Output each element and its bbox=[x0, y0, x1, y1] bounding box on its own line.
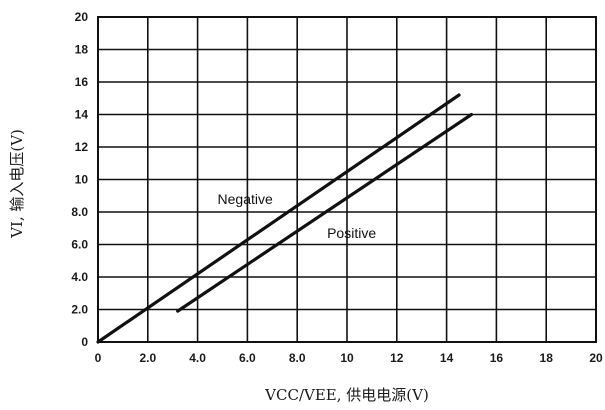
grid bbox=[98, 17, 596, 342]
x-tick-label: 0 bbox=[95, 351, 102, 365]
y-tick-label: 18 bbox=[75, 43, 89, 57]
x-axis-title: VCC/VEE, 供电电源(V) bbox=[264, 386, 429, 404]
x-tick-label: 8.0 bbox=[289, 351, 306, 365]
series-line-negative bbox=[96, 93, 461, 344]
series-line-positive bbox=[176, 112, 474, 313]
y-tick-label: 4.0 bbox=[71, 270, 88, 284]
y-axis-title: VI, 输入电压(V) bbox=[8, 129, 26, 239]
x-tick-label: 16 bbox=[490, 351, 504, 365]
y-tick-label: 16 bbox=[75, 75, 89, 89]
x-tick-label: 2.0 bbox=[139, 351, 156, 365]
y-tick-label: 14 bbox=[75, 108, 89, 122]
y-tick-label: 2.0 bbox=[71, 303, 88, 317]
y-tick-label: 12 bbox=[75, 140, 89, 154]
x-tick-label: 20 bbox=[589, 351, 603, 365]
y-tick-label: 10 bbox=[75, 173, 89, 187]
series-layer bbox=[96, 93, 474, 344]
x-tick-label: 10 bbox=[340, 351, 354, 365]
x-tick-label: 6.0 bbox=[239, 351, 256, 365]
y-tick-label: 6.0 bbox=[71, 238, 88, 252]
annotation-label-negative: Negative bbox=[218, 191, 273, 207]
y-tick-label: 20 bbox=[75, 10, 89, 24]
x-tick-label: 12 bbox=[390, 351, 404, 365]
x-tick-label: 18 bbox=[540, 351, 554, 365]
x-tick-label: 14 bbox=[440, 351, 454, 365]
x-tick-label: 4.0 bbox=[189, 351, 206, 365]
tick-labels: 0 2.0 4.0 6.0 8.0 10 12 14 16 18 20 0 2.0 4.0 6.0 8.0 10… bbox=[71, 10, 603, 365]
y-tick-label: 0 bbox=[81, 335, 88, 349]
y-tick-label: 8.0 bbox=[71, 205, 88, 219]
annotation-label-positive: Positive bbox=[327, 225, 376, 241]
annotations: Negative Positive bbox=[218, 191, 377, 241]
